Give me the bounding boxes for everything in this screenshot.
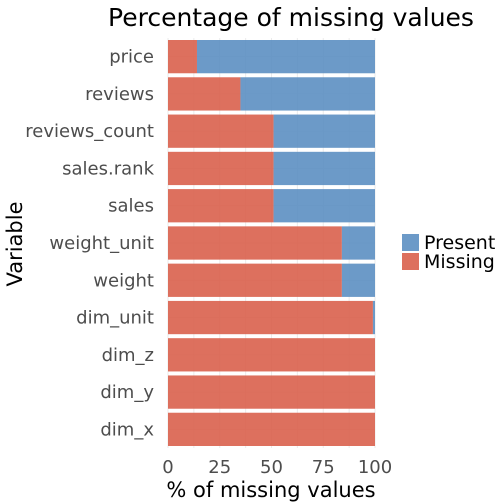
bar-missing-reviews bbox=[168, 77, 241, 111]
y-tick-label-price: price bbox=[109, 47, 154, 68]
bar-present-weight-unit bbox=[341, 226, 375, 260]
x-axis-title: % of missing values bbox=[166, 478, 375, 502]
bar-present-price bbox=[196, 40, 375, 74]
y-axis-title: Variable bbox=[3, 201, 27, 286]
chart-title: Percentage of missing values bbox=[108, 3, 474, 32]
x-tick-label-25: 25 bbox=[208, 457, 231, 478]
x-tick-label-50: 50 bbox=[260, 457, 283, 478]
bar-missing-reviews-count bbox=[168, 114, 274, 148]
x-tick-label-0: 0 bbox=[162, 457, 173, 478]
bar-missing-dim-z bbox=[168, 338, 375, 372]
x-tick-label-75: 75 bbox=[312, 457, 335, 478]
bar-missing-dim-y bbox=[168, 375, 375, 409]
bar-missing-weight bbox=[168, 263, 342, 297]
bar-present-reviews bbox=[240, 77, 375, 111]
y-tick-label-reviews: reviews bbox=[85, 84, 154, 105]
bars bbox=[168, 40, 375, 446]
bar-present-reviews-count bbox=[273, 114, 375, 148]
y-tick-label-dim-y: dim_y bbox=[100, 382, 154, 403]
y-tick-label-sales: sales bbox=[108, 196, 154, 217]
bar-missing-price bbox=[168, 40, 197, 74]
bar-present-sales-rank bbox=[273, 151, 375, 186]
bar-present-weight bbox=[341, 263, 375, 297]
legend-label-present: Present bbox=[424, 232, 495, 254]
x-tick-labels: 0 25 50 75 100 bbox=[162, 457, 392, 478]
bar-missing-dim-unit bbox=[168, 300, 373, 335]
legend-label-missing: Missing bbox=[424, 251, 495, 273]
y-tick-label-weight: weight bbox=[93, 270, 154, 291]
bar-present-dim-unit bbox=[372, 300, 375, 335]
y-tick-label-dim-unit: dim_unit bbox=[76, 308, 154, 329]
y-tick-label-dim-x: dim_x bbox=[100, 419, 154, 440]
legend-swatch-missing bbox=[402, 253, 419, 270]
y-tick-label-reviews-count: reviews_count bbox=[25, 121, 154, 142]
bar-missing-weight-unit bbox=[168, 226, 342, 260]
legend-swatch-present bbox=[402, 234, 419, 251]
y-tick-label-sales-rank: sales.rank bbox=[62, 158, 154, 179]
bar-missing-sales-rank bbox=[168, 151, 274, 186]
bar-missing-dim-x bbox=[168, 412, 375, 446]
y-tick-labels: price reviews reviews_count sales.rank sales… bbox=[25, 47, 154, 441]
bar-present-sales bbox=[273, 189, 375, 223]
y-tick-label-dim-z: dim_z bbox=[102, 345, 154, 366]
x-tick-label-100: 100 bbox=[358, 457, 392, 478]
y-tick-label-weight-unit: weight_unit bbox=[49, 233, 154, 254]
bar-missing-sales bbox=[168, 189, 274, 223]
